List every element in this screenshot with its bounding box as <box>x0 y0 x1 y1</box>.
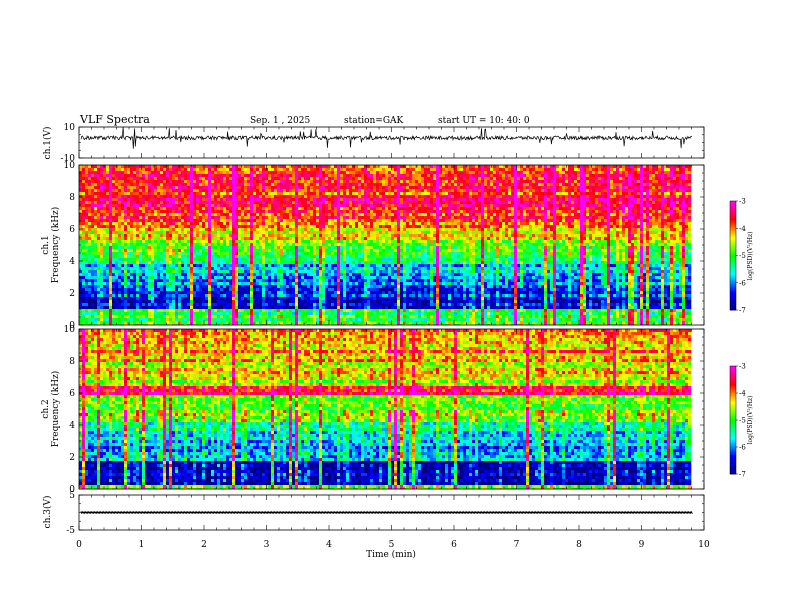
x-axis-label: Time (min) <box>366 549 416 560</box>
p3-ytick-label: 10 <box>64 325 76 335</box>
p4-ytick-label: -5 <box>66 526 75 536</box>
colorbar-tick-label: -3 <box>739 363 746 371</box>
p3-ytick-label: 6 <box>69 389 75 399</box>
ch2-spectrogram-ylabel: ch.2 <box>41 399 51 418</box>
colorbar-tick-label: -7 <box>739 307 746 315</box>
p2-ytick-label: 2 <box>69 289 75 299</box>
p3-ytick-label: 4 <box>69 421 75 431</box>
station-label: station=GAK <box>344 116 404 126</box>
ch2-spectrogram-image <box>79 329 704 490</box>
ch3-waveform-panel <box>80 510 693 515</box>
ch3-voltage-ylabel: ch.3(V) <box>42 496 53 529</box>
x-tick-label: 6 <box>451 540 457 550</box>
ch1-spectrogram-image <box>79 165 704 326</box>
x-tick-label: 9 <box>639 540 645 550</box>
colorbar-2: -3 -4 -5 -6 -7 <box>729 363 746 479</box>
x-tick-label: 1 <box>139 540 145 550</box>
p2-ytick-label: 4 <box>69 257 75 267</box>
figure-title: VLF Spectra <box>79 113 150 126</box>
x-tick-label: 7 <box>514 540 520 550</box>
x-tick-label: 2 <box>201 540 207 550</box>
colorbar-tick-label: -3 <box>739 198 746 206</box>
x-tick-label: 5 <box>389 540 395 550</box>
date-label: Sep. 1 , 2025 <box>250 116 310 126</box>
start-time-label: start UT = 10: 40: 0 <box>438 116 530 126</box>
p3-ytick-label: 8 <box>69 357 75 367</box>
x-tick-label: 10 <box>698 540 710 550</box>
colorbar-tick-label: -5 <box>739 252 746 260</box>
colorbar2-label: log(PSD)(V²/Hz) <box>747 396 754 445</box>
colorbar-tick-label: -6 <box>739 279 746 287</box>
colorbar-tick-label: -5 <box>739 417 746 425</box>
ch1-spectrogram-panel <box>79 165 704 326</box>
colorbar-tick-label: -6 <box>739 444 746 452</box>
ch1-waveform-line <box>80 126 693 149</box>
x-tick-label: 4 <box>326 540 332 550</box>
x-tick-label: 0 <box>76 540 82 550</box>
p1-ytick-label: -10 <box>61 154 76 164</box>
colorbar-1: -3 -4 -5 -6 -7 <box>729 198 746 315</box>
x-tick-label: 3 <box>264 540 270 550</box>
ch1-spectrogram-ylabel: ch.1 <box>41 235 51 254</box>
x-tick-label: 8 <box>576 540 582 550</box>
p3-ytick-label: 0 <box>69 485 75 495</box>
ch1-frequency-ylabel: Frequency (kHz) <box>50 207 61 284</box>
ch1-voltage-ylabel: ch.1(V) <box>42 127 53 160</box>
colorbar1-label: log(PSD)(V²/Hz) <box>747 232 754 281</box>
p3-ytick-label: 2 <box>69 453 75 463</box>
p2-ytick-label: 6 <box>69 225 75 235</box>
ch1-waveform-panel <box>80 126 693 149</box>
colorbar-tick-label: -7 <box>739 471 746 479</box>
ch2-frequency-ylabel: Frequency (kHz) <box>50 371 61 448</box>
colorbar-tick-label: -4 <box>739 390 746 398</box>
p2-ytick-label: 8 <box>69 193 75 203</box>
p2-ytick-label: 10 <box>64 161 76 171</box>
colorbar-tick-label: -4 <box>739 225 746 233</box>
p4-ytick-label: 5 <box>69 491 75 501</box>
p2-ytick-label: 0 <box>69 321 75 331</box>
ch2-spectrogram-panel <box>79 329 704 490</box>
p1-ytick-label: 10 <box>64 123 76 133</box>
